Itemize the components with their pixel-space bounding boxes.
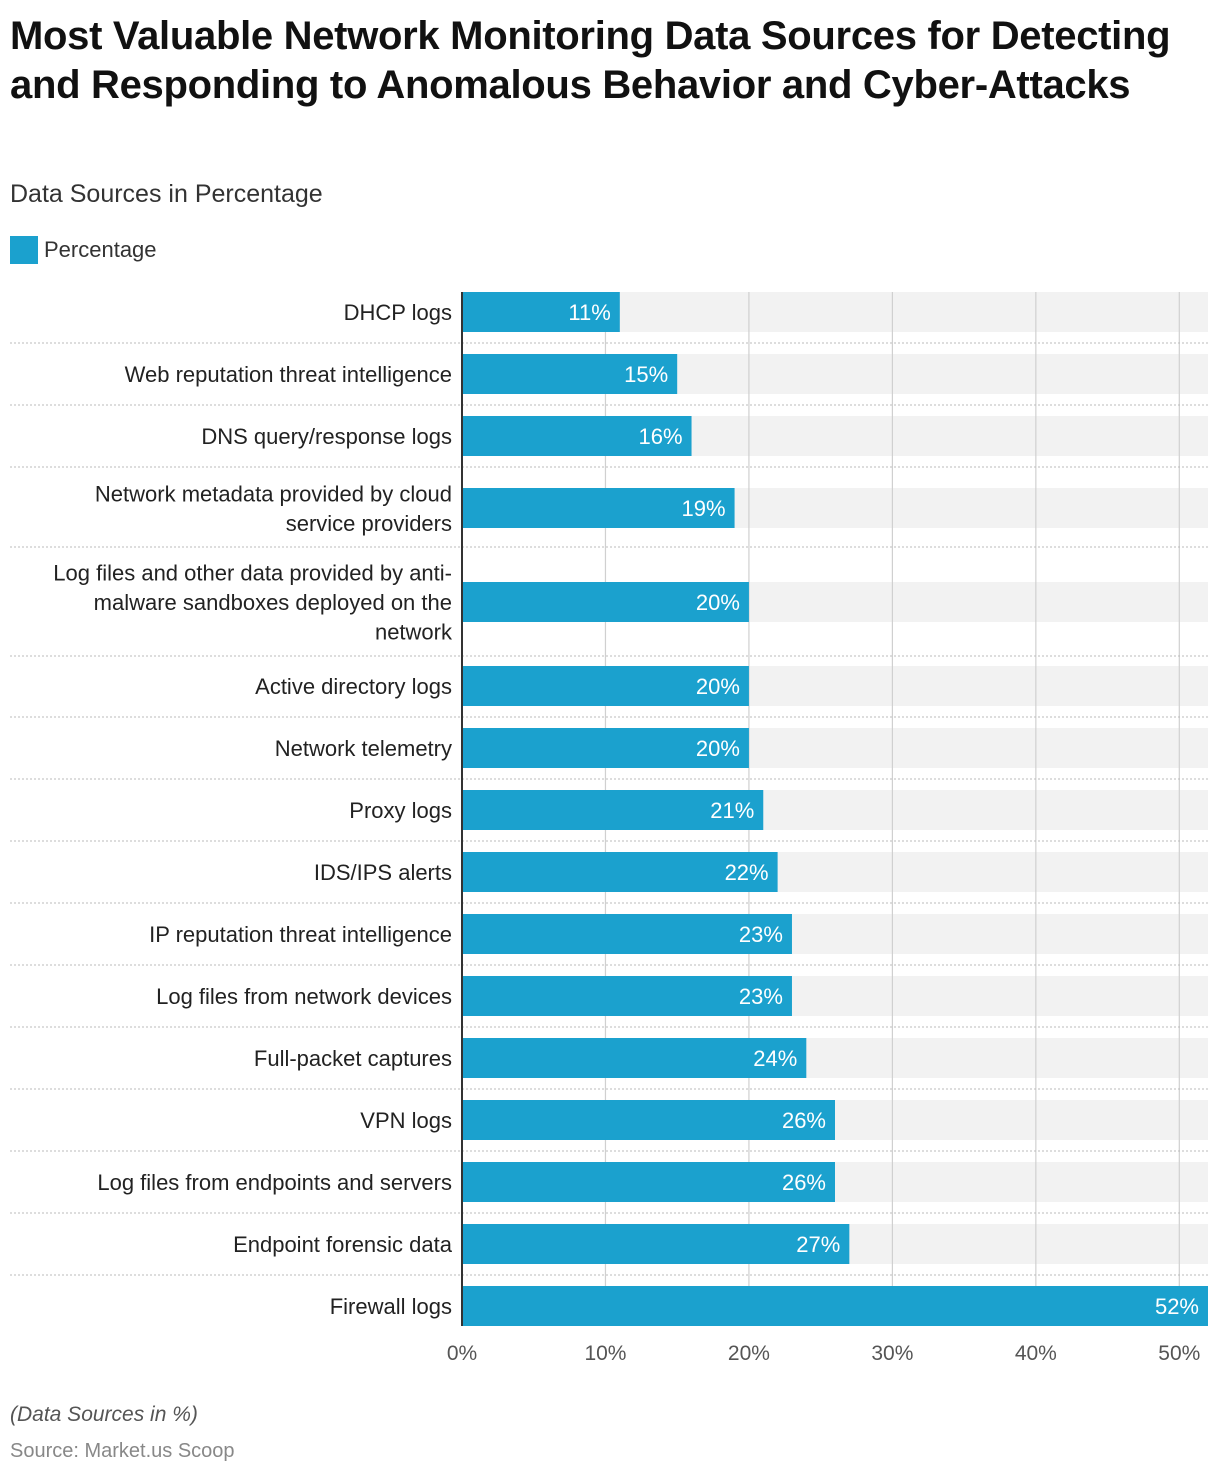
bar-value-label: 21% [710,798,754,823]
category-label: VPN logs [360,1108,452,1133]
bar [462,666,749,706]
category-label: Active directory logs [255,674,452,699]
bar [462,852,778,892]
bar [462,1038,807,1078]
bar [462,976,792,1016]
category-label: Network telemetry [275,736,452,761]
bar-value-label: 26% [782,1108,826,1133]
chart-footnote: (Data Sources in %) [10,1403,198,1426]
bar-value-label: 23% [739,984,783,1009]
bar-value-label: 23% [739,922,783,947]
legend: Percentage [10,236,157,264]
category-label: Firewall logs [330,1294,452,1319]
bar-value-label: 19% [682,496,726,521]
bar-value-label: 16% [638,424,682,449]
bar [462,292,620,332]
category-label: Log files from network devices [156,984,452,1009]
x-tick-label: 10% [584,1342,626,1365]
category-label: Web reputation threat intelligence [125,362,452,387]
category-label: Endpoint forensic data [233,1232,453,1257]
bar [462,354,678,394]
chart-source: Source: Market.us Scoop [10,1440,235,1462]
bar [462,1224,850,1264]
bar-chart: 11% DHCP logs 15% Web reputation threat int… [10,292,1208,1365]
bar-value-label: 26% [782,1170,826,1195]
x-tick-label: 50% [1158,1342,1200,1365]
category-label: malware sandboxes deployed on the [94,590,452,615]
category-label: Log files from endpoints and servers [97,1170,452,1195]
category-label: network [375,620,453,645]
bar [462,1100,835,1140]
bar-value-label: 20% [696,674,740,699]
bar [462,914,792,954]
category-label: Full-packet captures [254,1046,452,1071]
category-label: IP reputation threat intelligence [149,922,452,947]
legend-swatch [10,236,38,264]
x-tick-label: 40% [1015,1342,1057,1365]
bar [462,488,735,528]
bar [462,1162,835,1202]
bar-value-label: 20% [696,736,740,761]
bar [462,1286,1208,1326]
chart-subtitle: Data Sources in Percentage [10,180,323,208]
bar-value-label: 52% [1155,1294,1199,1319]
category-label: Network metadata provided by cloud [95,481,452,506]
bar-value-label: 20% [696,590,740,615]
category-label: DHCP logs [344,300,452,325]
bar-value-label: 24% [753,1046,797,1071]
bar-value-label: 11% [568,300,610,325]
x-tick-label: 0% [447,1342,477,1365]
x-tick-label: 30% [871,1342,913,1365]
bar-value-label: 27% [796,1232,840,1257]
category-label: DNS query/response logs [201,424,452,449]
category-label: Log files and other data provided by ant… [53,561,452,586]
bar [462,582,749,622]
chart-title: Most Valuable Network Monitoring Data So… [10,14,1171,107]
bar-value-label: 22% [725,860,769,885]
category-label: service providers [286,511,452,536]
category-label: Proxy logs [349,798,452,823]
bar [462,728,749,768]
legend-label: Percentage [44,237,157,262]
bar [462,416,692,456]
bar [462,790,764,830]
x-tick-label: 20% [728,1342,770,1365]
bar-value-label: 15% [624,362,668,387]
category-label: IDS/IPS alerts [314,860,452,885]
